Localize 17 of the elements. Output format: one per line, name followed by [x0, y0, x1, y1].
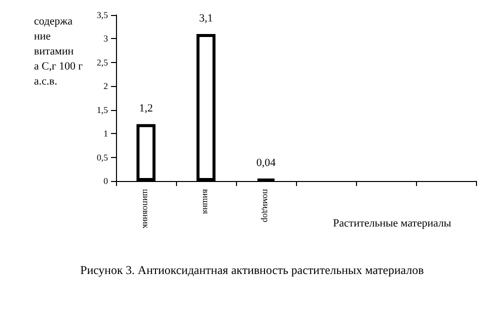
y-tick-label: 1: [104, 128, 108, 139]
x-axis-title: Растительные материалы: [333, 218, 452, 230]
y-tick-label: 3,5: [96, 10, 108, 20]
y-tick-label: 0: [104, 176, 108, 186]
y-tick-label: 3: [104, 34, 108, 44]
data-label: 1,2: [139, 102, 153, 115]
y-axis-title: содержание витамина С,г 100 г а.с.в.: [34, 16, 86, 88]
data-label: 3,1: [199, 12, 213, 24]
x-tick-label: шиповник: [141, 189, 151, 229]
x-tick-label: вишня: [201, 189, 211, 214]
x-tick-label: помидор: [261, 189, 271, 223]
data-label: 0,04: [256, 157, 276, 170]
y-tick-label: 0,5: [96, 152, 108, 162]
y-tick-label: 2: [104, 81, 108, 92]
y-tick-label: 2,5: [96, 57, 108, 68]
text: Рисунок 3. Антиоксидантная активность растительных материалов: [80, 263, 424, 277]
y-tick-label: 1,5: [96, 104, 108, 115]
